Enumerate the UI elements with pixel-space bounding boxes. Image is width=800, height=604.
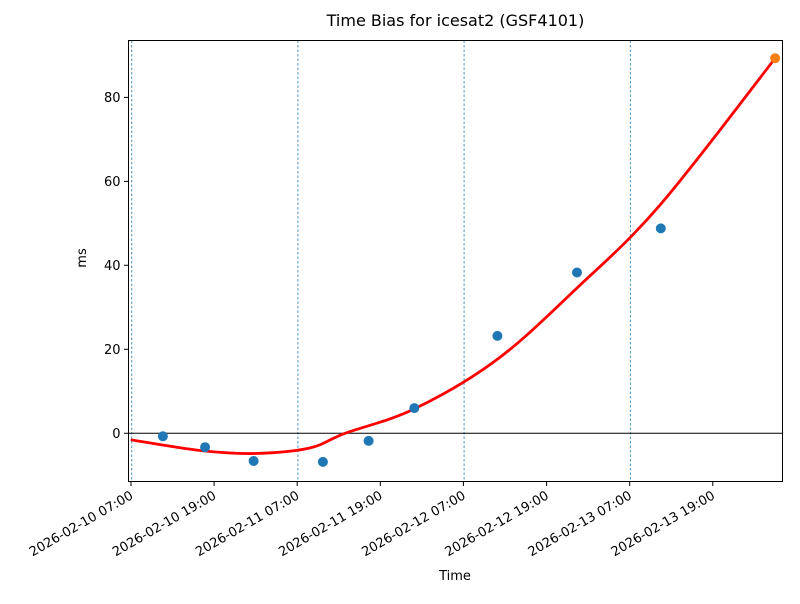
data-point bbox=[248, 456, 259, 466]
y-tick-label: 20 bbox=[104, 343, 121, 358]
y-tick-label: 80 bbox=[104, 91, 121, 106]
y-tick-label: 60 bbox=[104, 175, 121, 190]
data-point bbox=[157, 431, 168, 442]
x-axis-label: Time bbox=[438, 569, 471, 584]
y-axis-label: ms bbox=[75, 248, 90, 268]
latest-data-point bbox=[770, 53, 781, 64]
data-point bbox=[655, 223, 666, 234]
data-point bbox=[200, 442, 211, 453]
y-tick-label: 40 bbox=[104, 259, 121, 274]
y-tick-label: 0 bbox=[112, 427, 120, 442]
data-point bbox=[317, 456, 328, 467]
day-marker-lines bbox=[131, 40, 631, 482]
data-point bbox=[572, 267, 582, 278]
data-point bbox=[492, 330, 503, 341]
data-point bbox=[409, 403, 420, 414]
scatter-points bbox=[157, 53, 781, 467]
data-point bbox=[363, 435, 374, 446]
y-axis-ticks: 0 20 40 60 80 bbox=[104, 91, 129, 442]
chart-title: Time Bias for icesat2 (GSF4101) bbox=[326, 11, 585, 30]
plot-border bbox=[128, 40, 783, 482]
plot-background bbox=[128, 40, 783, 482]
